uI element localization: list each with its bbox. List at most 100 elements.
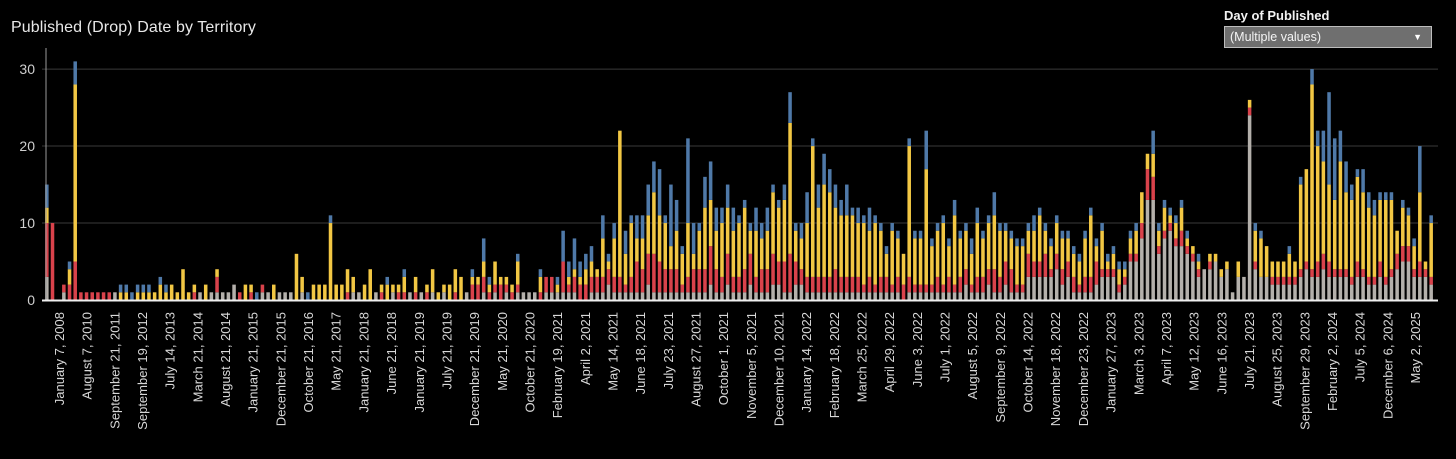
bar-segment-blue[interactable]: [1332, 138, 1337, 200]
bar-segment-red[interactable]: [62, 284, 66, 293]
bar-segment-grey[interactable]: [657, 292, 662, 300]
bar-segment-grey[interactable]: [544, 292, 548, 300]
bar-segment-blue[interactable]: [1151, 130, 1155, 154]
bar-segment-blue[interactable]: [1310, 69, 1314, 85]
bar-segment-grey[interactable]: [873, 292, 877, 300]
bar-segment-grey[interactable]: [1310, 276, 1314, 300]
bar-segment-grey[interactable]: [1304, 269, 1309, 300]
bar-segment-grey[interactable]: [550, 292, 554, 300]
bar-segment-yellow[interactable]: [998, 230, 1002, 277]
bar-segment-yellow[interactable]: [385, 284, 390, 300]
bar-segment-yellow[interactable]: [930, 246, 934, 285]
bar-segment-blue[interactable]: [1253, 223, 1258, 231]
bar-segment-yellow[interactable]: [1327, 184, 1331, 262]
bar-segment-grey[interactable]: [1185, 253, 1189, 300]
bar-segment-yellow[interactable]: [765, 230, 770, 270]
bar-segment-blue[interactable]: [708, 161, 713, 200]
bar-segment-blue[interactable]: [1378, 192, 1382, 200]
bar-segment-blue[interactable]: [958, 230, 963, 239]
bar-segment-red[interactable]: [538, 292, 543, 300]
bar-segment-blue[interactable]: [629, 215, 633, 224]
bar-segment-yellow[interactable]: [1247, 99, 1252, 108]
bar-segment-grey[interactable]: [1123, 284, 1127, 300]
bar-segment-yellow[interactable]: [442, 284, 446, 293]
bar-segment-red[interactable]: [584, 284, 588, 300]
bar-segment-yellow[interactable]: [1185, 238, 1189, 247]
bar-segment-red[interactable]: [470, 284, 475, 300]
bar-segment-red[interactable]: [856, 276, 860, 293]
bar-segment-red[interactable]: [907, 276, 911, 293]
bar-segment-yellow[interactable]: [1332, 199, 1337, 270]
bar-segment-yellow[interactable]: [1100, 230, 1104, 270]
bar-segment-red[interactable]: [215, 276, 219, 293]
bar-segment-red[interactable]: [1429, 276, 1433, 285]
bar-segment-grey[interactable]: [1242, 276, 1246, 300]
bar-segment-grey[interactable]: [1372, 284, 1377, 300]
bar-segment-grey[interactable]: [822, 292, 826, 300]
bar-segment-red[interactable]: [1089, 276, 1093, 293]
bar-segment-yellow[interactable]: [481, 261, 486, 277]
bar-segment-blue[interactable]: [879, 223, 883, 231]
bar-segment-blue[interactable]: [578, 261, 582, 277]
bar-segment-grey[interactable]: [266, 292, 270, 300]
bar-segment-yellow[interactable]: [1060, 238, 1065, 270]
bar-segment-yellow[interactable]: [793, 230, 798, 262]
bar-segment-red[interactable]: [828, 276, 832, 293]
bar-segment-red[interactable]: [1378, 261, 1382, 277]
bar-segment-yellow[interactable]: [884, 253, 889, 277]
bar-segment-blue[interactable]: [1412, 238, 1416, 247]
bar-segment-blue[interactable]: [130, 292, 134, 300]
bar-segment-red[interactable]: [453, 292, 458, 300]
bar-segment-grey[interactable]: [879, 292, 883, 300]
bar-segment-yellow[interactable]: [601, 238, 605, 277]
bar-segment-red[interactable]: [1196, 269, 1201, 277]
bar-segment-yellow[interactable]: [1196, 261, 1201, 270]
bar-segment-red[interactable]: [1020, 284, 1025, 293]
bar-segment-yellow[interactable]: [498, 276, 503, 285]
bar-segment-grey[interactable]: [1003, 284, 1008, 300]
bar-segment-red[interactable]: [788, 253, 792, 293]
bar-segment-yellow[interactable]: [1032, 230, 1036, 262]
bar-segment-grey[interactable]: [986, 284, 991, 300]
bar-segment-red[interactable]: [680, 284, 685, 293]
bar-segment-red[interactable]: [969, 284, 974, 293]
bar-segment-blue[interactable]: [765, 207, 770, 231]
bar-segment-blue[interactable]: [850, 207, 855, 216]
bar-segment-yellow[interactable]: [1384, 199, 1388, 277]
bar-segment-yellow[interactable]: [584, 269, 588, 285]
bar-segment-red[interactable]: [918, 284, 923, 293]
bar-segment-grey[interactable]: [572, 292, 577, 300]
bar-segment-grey[interactable]: [527, 292, 531, 300]
bar-segment-yellow[interactable]: [1043, 230, 1048, 254]
bar-segment-grey[interactable]: [839, 292, 843, 300]
bar-segment-blue[interactable]: [833, 184, 838, 208]
bar-segment-blue[interactable]: [1003, 223, 1008, 231]
bar-segment-grey[interactable]: [788, 292, 792, 300]
bar-segment-red[interactable]: [550, 276, 554, 293]
bar-segment-grey[interactable]: [567, 292, 571, 300]
bar-segment-red[interactable]: [890, 284, 894, 293]
bar-segment-grey[interactable]: [113, 292, 117, 300]
bar-segment-yellow[interactable]: [1089, 215, 1093, 277]
bar-segment-grey[interactable]: [686, 292, 690, 300]
bar-segment-yellow[interactable]: [731, 230, 736, 277]
bar-segment-blue[interactable]: [805, 192, 809, 224]
bar-segment-blue[interactable]: [1372, 199, 1377, 216]
bar-segment-grey[interactable]: [209, 292, 214, 300]
bar-segment-grey[interactable]: [1100, 276, 1104, 300]
bar-segment-yellow[interactable]: [1389, 199, 1394, 270]
bar-segment-red[interactable]: [839, 276, 843, 293]
bar-segment-grey[interactable]: [618, 292, 622, 300]
bar-segment-grey[interactable]: [799, 284, 804, 300]
bar-segment-yellow[interactable]: [1049, 246, 1053, 270]
bar-segment-yellow[interactable]: [1128, 238, 1133, 254]
bar-segment-yellow[interactable]: [1298, 184, 1303, 270]
bar-segment-yellow[interactable]: [470, 276, 475, 285]
bar-segment-yellow[interactable]: [1344, 192, 1348, 270]
bar-segment-yellow[interactable]: [1401, 207, 1405, 247]
bar-segment-yellow[interactable]: [152, 292, 157, 300]
bar-segment-yellow[interactable]: [1310, 84, 1314, 270]
bar-segment-yellow[interactable]: [788, 122, 792, 254]
bar-segment-grey[interactable]: [720, 292, 724, 300]
bar-segment-blue[interactable]: [1355, 169, 1360, 177]
